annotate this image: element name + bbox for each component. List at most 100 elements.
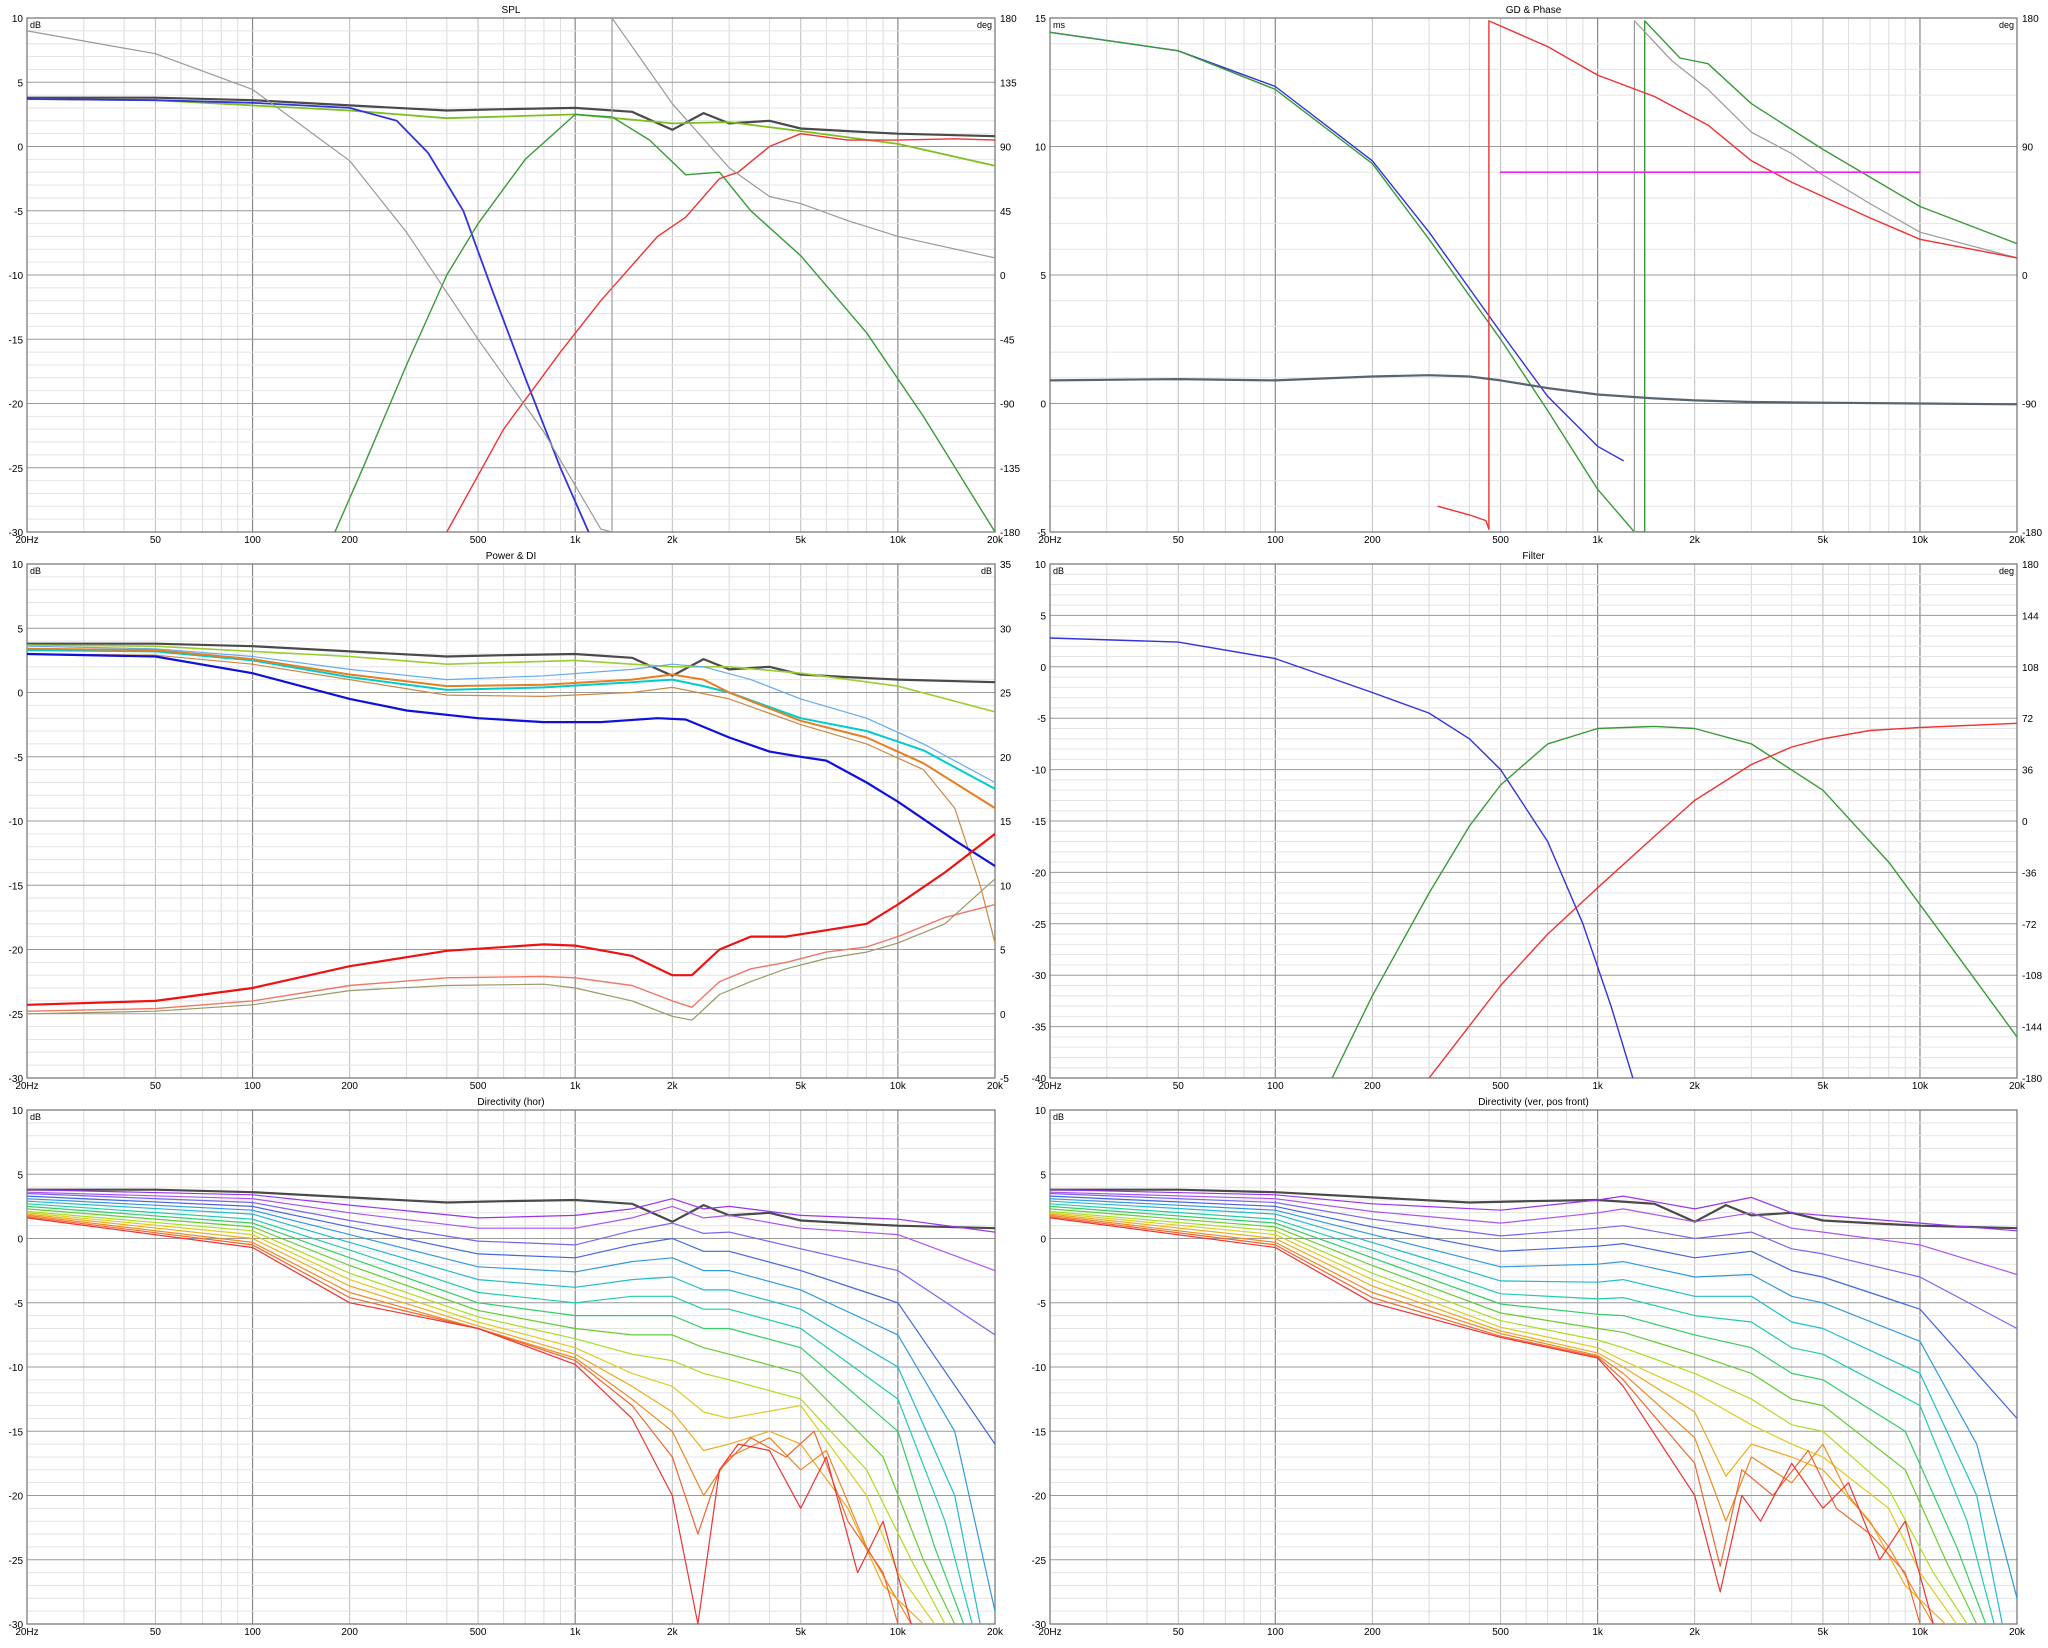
x-tick-label: 200 [1364, 1627, 1381, 1638]
x-tick-label: 10k [890, 1627, 907, 1638]
x-tick-label: 20Hz [15, 1081, 38, 1092]
series-group [27, 18, 995, 532]
x-tick-label: 2k [1689, 1081, 1701, 1092]
x-tick-label: 5k [795, 1627, 807, 1638]
y-tick-label: -5 [14, 207, 23, 218]
y2-tick-label: 20 [1000, 753, 1012, 764]
y-tick-label: -10 [9, 1363, 24, 1374]
y2-tick-label: -5 [1000, 1074, 1009, 1085]
y2-tick-label: 25 [1000, 689, 1012, 700]
x-tick-label: 5k [795, 535, 807, 546]
x-tick-label: 1k [570, 1081, 582, 1092]
x-tick-label: 20k [987, 1081, 1004, 1092]
y2-axis-unit: dB [981, 566, 992, 576]
x-tick-label: 10k [1912, 1081, 1929, 1092]
y-tick-label: -30 [1032, 1620, 1047, 1631]
x-tick-label: 50 [150, 1081, 162, 1092]
y-tick-label: 5 [17, 1170, 23, 1181]
y2-tick-label: 0 [2022, 817, 2028, 828]
y2-axis-unit: deg [1999, 20, 2014, 30]
x-tick-label: 20Hz [1038, 1627, 1061, 1638]
x-tick-label: 100 [1267, 535, 1284, 546]
series-line-5 [27, 647, 995, 810]
x-tick-label: 5k [1818, 1081, 1830, 1092]
series-line-6 [27, 1198, 995, 1612]
chart-title: Directivity (hor) [477, 1097, 544, 1108]
x-tick-label: 2k [1689, 1627, 1701, 1638]
x-tick-label: 20Hz [15, 535, 38, 546]
y-axis-unit: dB [1053, 1112, 1064, 1122]
series-line-9 [27, 1205, 965, 1624]
chart-title: Filter [1522, 551, 1545, 562]
x-tick-label: 2k [1689, 535, 1701, 546]
grid [27, 17, 995, 533]
series-line-2 [1050, 1189, 2017, 1232]
series-line-2 [1331, 725, 2017, 1078]
y2-tick-label: -108 [2022, 971, 2042, 982]
y-tick-label: 10 [1035, 1106, 1047, 1117]
x-tick-label: 20k [2009, 535, 2026, 546]
y2-tick-label: 108 [2022, 663, 2039, 674]
y2-tick-label: 15 [1000, 817, 1012, 828]
y-tick-label: 0 [17, 1235, 23, 1246]
x-tick-label: 5k [1818, 1627, 1830, 1638]
y-tick-label: 0 [17, 143, 23, 154]
series-line-7 [27, 652, 995, 868]
chart-directivity-ver-pos-front: Directivity (ver, pos front)dB1050-5-10-… [1032, 1097, 2027, 1638]
y-tick-label: -10 [9, 817, 24, 828]
series-line-7 [27, 1200, 981, 1624]
series-line-8 [1050, 1203, 1995, 1624]
series-line-3 [27, 98, 590, 532]
y-tick-label: 10 [12, 14, 24, 25]
series-line-15 [1050, 1216, 1921, 1624]
y2-tick-label: -90 [1000, 400, 1015, 411]
series-line-16 [27, 1217, 912, 1624]
series-line-4 [27, 1192, 995, 1336]
series-line-3 [27, 1191, 995, 1272]
y-tick-label: -5 [14, 1299, 23, 1310]
chart-title: Power & DI [486, 551, 537, 562]
y-tick-label: -30 [9, 1620, 24, 1631]
y-tick-label: 5 [1040, 271, 1046, 282]
y2-tick-label: 72 [2022, 714, 2034, 725]
chart-directivity-hor: Directivity (hor)dB1050-5-10-15-20-25-30… [9, 1097, 1005, 1638]
y-tick-label: -15 [1032, 1427, 1047, 1438]
x-tick-label: 10k [1912, 535, 1929, 546]
x-tick-label: 200 [341, 1081, 358, 1092]
series-line-5 [446, 132, 995, 532]
series-line-2 [1050, 31, 1646, 532]
plot-border [26, 1109, 996, 1625]
x-tick-label: 100 [244, 1081, 261, 1092]
y2-tick-label: -36 [2022, 868, 2037, 879]
x-tick-label: 20Hz [1038, 1081, 1061, 1092]
y-tick-label: -10 [1032, 1363, 1047, 1374]
x-tick-label: 200 [341, 535, 358, 546]
x-tick-label: 10k [890, 535, 907, 546]
series-line-11 [1050, 1210, 1968, 1624]
x-tick-label: 500 [470, 535, 487, 546]
y-tick-label: -35 [1032, 1023, 1047, 1034]
series-line-3 [27, 645, 995, 784]
y-tick-label: -20 [9, 1492, 24, 1503]
series-line-1 [1050, 31, 1624, 462]
y-tick-label: -5 [14, 753, 23, 764]
y-tick-label: 5 [17, 78, 23, 89]
y2-tick-label: 10 [1000, 881, 1012, 892]
series-line-8 [27, 832, 995, 1006]
y-tick-label: 5 [1040, 1170, 1046, 1181]
x-tick-label: 1k [570, 535, 582, 546]
y-tick-label: -25 [9, 1010, 24, 1021]
y-tick-label: -30 [9, 528, 24, 539]
y-tick-label: 10 [12, 1106, 24, 1117]
y2-axis-unit: deg [1999, 566, 2014, 576]
series-line-5 [27, 1195, 995, 1445]
x-tick-label: 2k [667, 535, 679, 546]
y2-tick-label: 0 [1000, 1010, 1006, 1021]
series-line-3 [1050, 1191, 2017, 1276]
series-line-7 [1050, 1200, 2003, 1624]
y-tick-label: -20 [9, 946, 24, 957]
y-tick-label: -10 [1032, 766, 1047, 777]
